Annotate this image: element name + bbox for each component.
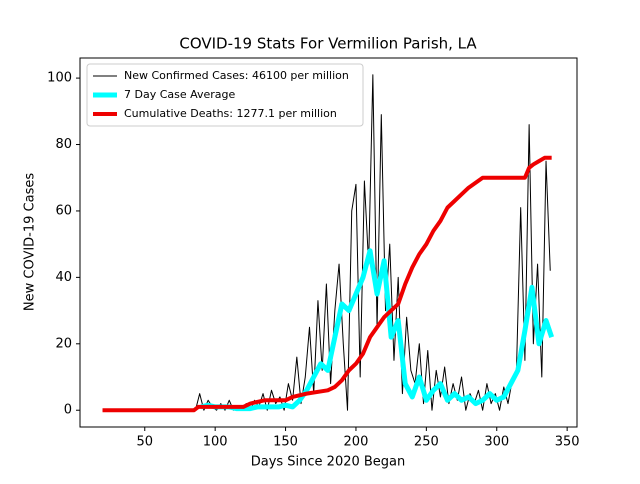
- y-tick-label: 60: [55, 203, 72, 218]
- data-line: [200, 248, 555, 412]
- legend: New Confirmed Cases: 46100 per million 7 …: [86, 63, 364, 127]
- x-tick-label: 100: [203, 435, 228, 450]
- chart-title: COVID-19 Stats For Vermilion Parish, LA: [179, 35, 477, 53]
- legend-box: [86, 63, 364, 127]
- x-tick-label: 250: [414, 435, 439, 450]
- y-tick-label: 40: [55, 270, 72, 285]
- x-axis-label: Days Since 2020 Began: [251, 455, 406, 470]
- x-tick-label: 150: [273, 435, 298, 450]
- y-tick-label: 0: [64, 403, 72, 418]
- legend-label: 7 Day Case Average: [124, 88, 236, 101]
- y-tick-label: 20: [55, 336, 72, 351]
- y-tick-label: 80: [55, 137, 72, 152]
- x-tick-label: 300: [484, 435, 509, 450]
- legend-label: New Confirmed Cases: 46100 per million: [124, 69, 349, 82]
- x-tick-label: 200: [344, 435, 369, 450]
- x-tick-label: 50: [136, 435, 153, 450]
- y-axis-label: New COVID-19 Cases: [23, 173, 38, 311]
- data-line: [102, 155, 552, 413]
- x-tick-label: 350: [555, 435, 580, 450]
- legend-label: Cumulative Deaths: 1277.1 per million: [124, 107, 337, 120]
- y-tick-label: 100: [47, 71, 72, 86]
- plot-frame: [79, 57, 578, 428]
